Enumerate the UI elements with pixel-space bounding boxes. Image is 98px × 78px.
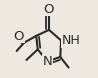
Text: O: O [44, 3, 54, 16]
Text: NH: NH [62, 34, 81, 47]
Text: O: O [14, 30, 24, 43]
Text: N: N [43, 55, 52, 68]
